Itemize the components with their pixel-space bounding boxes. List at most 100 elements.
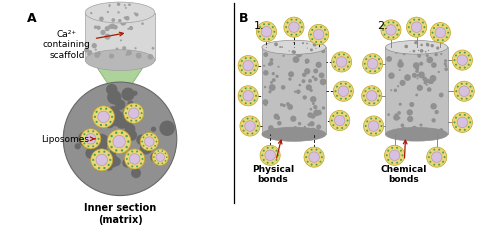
- Circle shape: [438, 149, 440, 151]
- Circle shape: [241, 100, 243, 102]
- Circle shape: [152, 149, 168, 166]
- Circle shape: [433, 37, 435, 39]
- Circle shape: [238, 56, 258, 76]
- Circle shape: [152, 48, 154, 50]
- Circle shape: [120, 130, 132, 141]
- Circle shape: [92, 106, 114, 128]
- Circle shape: [459, 129, 461, 131]
- Circle shape: [272, 73, 275, 76]
- Circle shape: [146, 134, 148, 136]
- Circle shape: [418, 20, 420, 22]
- Circle shape: [274, 43, 278, 47]
- Circle shape: [304, 147, 324, 167]
- Circle shape: [336, 112, 338, 115]
- Circle shape: [368, 103, 370, 105]
- Circle shape: [336, 57, 347, 68]
- Circle shape: [396, 25, 398, 27]
- Circle shape: [99, 17, 104, 22]
- Circle shape: [252, 133, 254, 135]
- Circle shape: [401, 127, 406, 133]
- Circle shape: [164, 153, 166, 155]
- Circle shape: [126, 21, 128, 23]
- Circle shape: [384, 146, 404, 166]
- Circle shape: [409, 32, 411, 34]
- Circle shape: [264, 86, 266, 89]
- Circle shape: [109, 159, 112, 161]
- Circle shape: [126, 146, 128, 148]
- Circle shape: [348, 62, 350, 64]
- Circle shape: [286, 32, 288, 34]
- Circle shape: [139, 117, 141, 119]
- Circle shape: [334, 66, 336, 68]
- Circle shape: [82, 138, 84, 140]
- Circle shape: [426, 43, 428, 46]
- Circle shape: [268, 91, 272, 94]
- Circle shape: [378, 95, 380, 97]
- Circle shape: [469, 122, 471, 124]
- Circle shape: [402, 155, 404, 157]
- Circle shape: [142, 137, 144, 139]
- Circle shape: [459, 52, 461, 54]
- Circle shape: [369, 71, 371, 73]
- Circle shape: [316, 149, 318, 151]
- Circle shape: [404, 75, 411, 81]
- Circle shape: [94, 154, 96, 156]
- Circle shape: [263, 39, 265, 41]
- Circle shape: [332, 125, 334, 127]
- Circle shape: [412, 126, 418, 132]
- Circle shape: [314, 30, 324, 40]
- Circle shape: [153, 157, 154, 158]
- Circle shape: [407, 116, 414, 123]
- Circle shape: [274, 117, 278, 120]
- Bar: [386, 48, 448, 135]
- Circle shape: [364, 116, 384, 137]
- Circle shape: [154, 160, 156, 162]
- Circle shape: [108, 6, 110, 8]
- Circle shape: [64, 83, 177, 196]
- Circle shape: [146, 148, 148, 150]
- Circle shape: [110, 135, 113, 138]
- Circle shape: [312, 76, 314, 79]
- Circle shape: [264, 104, 267, 107]
- Circle shape: [104, 27, 110, 32]
- Circle shape: [254, 70, 256, 72]
- Circle shape: [135, 120, 137, 122]
- Circle shape: [460, 83, 463, 85]
- Text: Ca²⁺
containing
scaffold: Ca²⁺ containing scaffold: [43, 30, 123, 59]
- Circle shape: [432, 152, 442, 163]
- Circle shape: [341, 112, 343, 115]
- Circle shape: [118, 20, 121, 23]
- Circle shape: [142, 158, 144, 160]
- Circle shape: [459, 87, 469, 97]
- Circle shape: [129, 27, 133, 31]
- Circle shape: [277, 155, 279, 157]
- Circle shape: [326, 34, 328, 36]
- Circle shape: [316, 125, 321, 130]
- Circle shape: [310, 149, 312, 151]
- Circle shape: [408, 117, 413, 121]
- Circle shape: [240, 65, 242, 67]
- Circle shape: [294, 91, 296, 93]
- Circle shape: [320, 79, 326, 86]
- Circle shape: [100, 17, 103, 20]
- Circle shape: [128, 4, 130, 7]
- Circle shape: [366, 59, 368, 61]
- Circle shape: [439, 93, 444, 98]
- Circle shape: [268, 126, 274, 131]
- Circle shape: [308, 124, 310, 127]
- Circle shape: [457, 86, 459, 88]
- Circle shape: [244, 103, 246, 105]
- Circle shape: [274, 114, 279, 119]
- Text: 2.: 2.: [377, 21, 388, 31]
- Circle shape: [315, 27, 317, 29]
- Circle shape: [96, 121, 98, 124]
- Circle shape: [262, 100, 268, 106]
- Circle shape: [120, 33, 122, 35]
- Circle shape: [425, 52, 426, 53]
- Circle shape: [112, 158, 121, 166]
- Circle shape: [272, 27, 274, 29]
- Circle shape: [380, 126, 382, 127]
- Circle shape: [439, 128, 444, 133]
- Circle shape: [366, 68, 368, 70]
- Circle shape: [92, 44, 97, 49]
